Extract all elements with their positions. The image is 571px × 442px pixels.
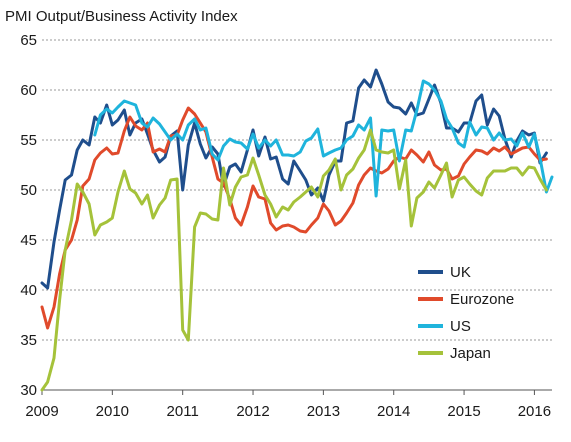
x-tick-label: 2010	[96, 403, 129, 420]
x-tick-label: 2011	[167, 403, 199, 420]
y-tick-label: 35	[20, 332, 37, 349]
series-line-us	[93, 79, 554, 198]
series-line-japan	[40, 128, 548, 392]
x-tick-label: 2015	[447, 403, 480, 420]
legend-label-uk: UK	[450, 264, 471, 281]
x-axis: 2009 2010 2011 2012 2013 2014 2015 2016	[25, 389, 552, 420]
series-line-eurozone	[40, 106, 548, 330]
y-tick-label: 65	[20, 32, 37, 49]
x-tick-label: 2009	[25, 403, 58, 420]
series-lines	[40, 68, 554, 392]
x-tick-label: 2012	[236, 403, 269, 420]
legend: UK Eurozone US Japan	[418, 264, 514, 362]
y-tick-label: 40	[20, 282, 37, 299]
x-tick-label: 2013	[307, 403, 340, 420]
y-tick-label: 50	[20, 182, 37, 199]
x-tick-label: 2016	[518, 403, 551, 420]
y-axis-tick-labels: 30 35 40 45 50 55 60 65	[20, 32, 37, 399]
y-tick-label: 55	[20, 132, 37, 149]
legend-label-eurozone: Eurozone	[450, 291, 514, 308]
y-tick-label: 30	[20, 382, 37, 399]
chart-title: PMI Output/Business Activity Index	[5, 8, 238, 25]
x-tick-label: 2014	[377, 403, 410, 420]
legend-label-us: US	[450, 318, 471, 335]
series-line-uk	[40, 68, 548, 290]
y-tick-label: 45	[20, 232, 37, 249]
y-tick-label: 60	[20, 82, 37, 99]
legend-label-japan: Japan	[450, 345, 491, 362]
